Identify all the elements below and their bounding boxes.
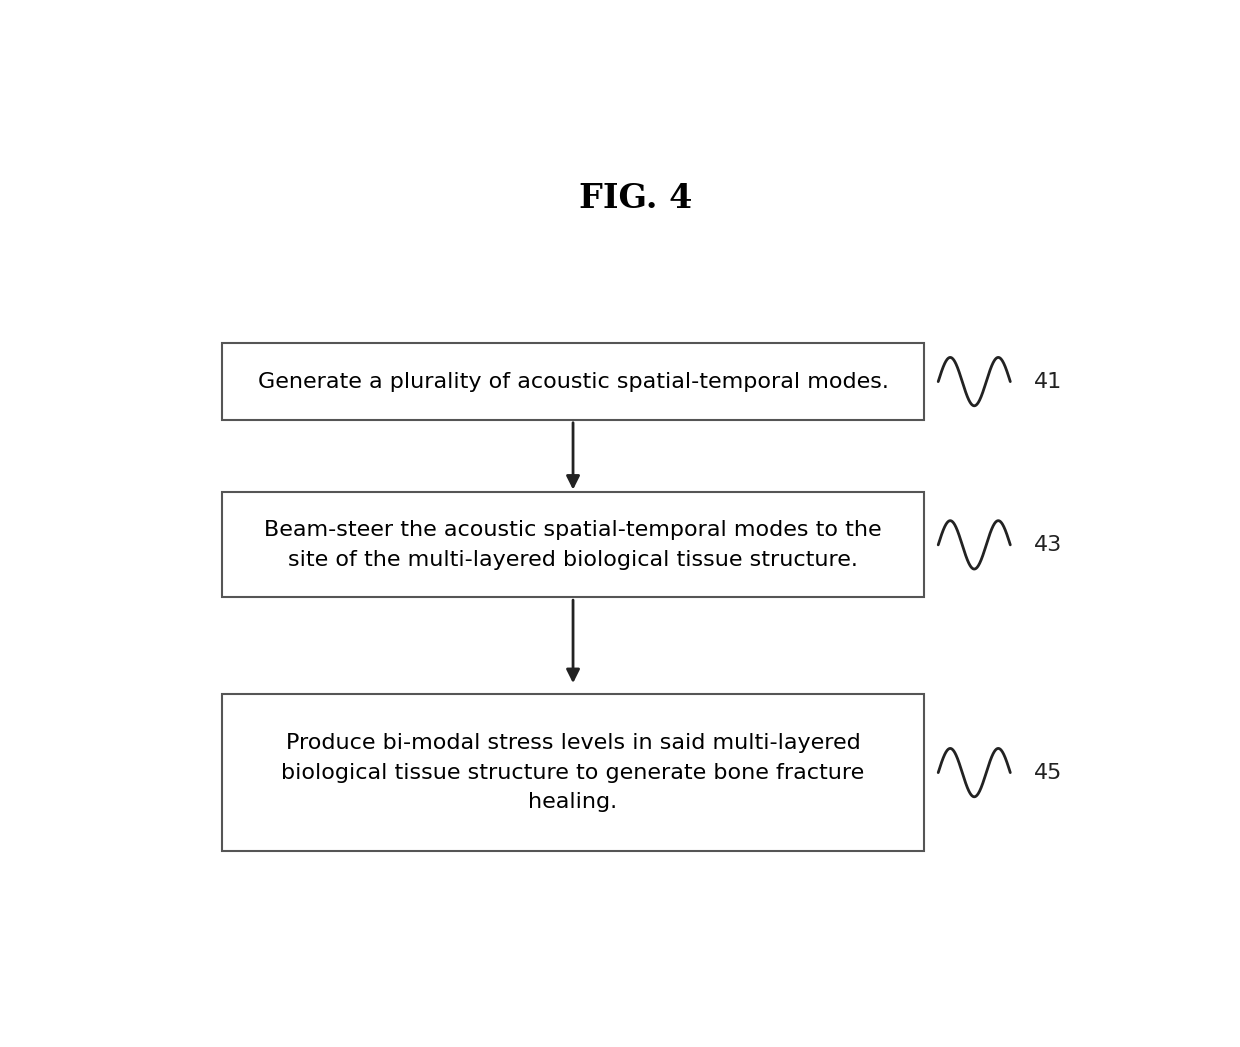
Text: 41: 41 xyxy=(1034,372,1063,392)
Text: Beam-steer the acoustic spatial-temporal modes to the
site of the multi-layered : Beam-steer the acoustic spatial-temporal… xyxy=(264,520,882,570)
FancyBboxPatch shape xyxy=(222,694,924,851)
FancyBboxPatch shape xyxy=(222,492,924,597)
Text: Generate a plurality of acoustic spatial-temporal modes.: Generate a plurality of acoustic spatial… xyxy=(258,372,889,392)
Text: FIG. 4: FIG. 4 xyxy=(579,182,692,215)
FancyBboxPatch shape xyxy=(222,343,924,420)
Text: 45: 45 xyxy=(1034,762,1063,782)
Text: 43: 43 xyxy=(1034,535,1063,555)
Text: Produce bi-modal stress levels in said multi-layered
biological tissue structure: Produce bi-modal stress levels in said m… xyxy=(281,733,864,812)
